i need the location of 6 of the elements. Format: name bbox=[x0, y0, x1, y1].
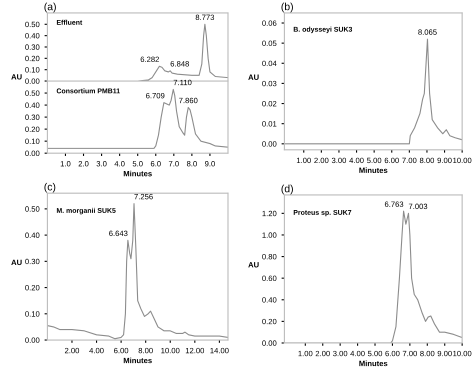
chart-title: (c) bbox=[44, 182, 56, 193]
chart-title: (b) bbox=[281, 2, 293, 12]
chart-title: (a) bbox=[44, 2, 56, 12]
line-series bbox=[284, 38, 462, 144]
line-series bbox=[47, 88, 228, 149]
chart-title: (d) bbox=[281, 184, 293, 194]
